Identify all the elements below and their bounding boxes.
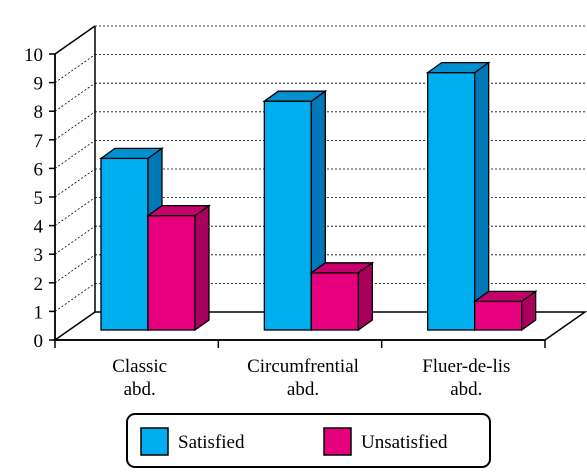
bar-front [147, 214, 196, 331]
gridline-side [54, 25, 96, 55]
bar-side [194, 204, 210, 332]
x-tick-label: abd. [450, 379, 482, 400]
bar-side [474, 61, 490, 332]
bar-top [262, 90, 328, 102]
bar-top [472, 290, 538, 303]
y-tick-label: 2 [34, 274, 44, 295]
y-tick-label: 8 [34, 102, 44, 123]
gridline-side [54, 140, 96, 169]
bar [472, 290, 538, 332]
x-axis-labels: Classicabd.Circumfrentialabd.Fluer-de-li… [54, 340, 546, 400]
gridline-side [54, 111, 96, 141]
bar [262, 89, 328, 332]
y-tick-label: 1 [34, 302, 44, 323]
bar [309, 261, 375, 332]
bar-front [310, 272, 359, 331]
x-tick-label: Fluer-de-lis [422, 356, 510, 377]
legend-swatch [140, 427, 169, 456]
y-tick-label: 7 [34, 131, 44, 152]
legend-box [126, 413, 491, 468]
y-axis-ticks: 0 1 2 3 4 5 6 7 8 9 10 [24, 45, 55, 352]
gridline-side [54, 197, 96, 226]
legend-label: Unsatisfied [361, 432, 448, 453]
gridline-side [54, 283, 96, 312]
y-tick-label: 4 [34, 217, 44, 238]
x-tick-label: Classic [112, 356, 167, 377]
gridline-side [54, 168, 96, 198]
y-tick-label: 10 [24, 45, 43, 66]
legend-swatch [323, 427, 352, 456]
x-tick-label: Circumfrential [247, 356, 359, 377]
bar [425, 61, 491, 332]
y-tick-label: 3 [34, 245, 44, 266]
legend: Satisfied Unsatisfied [126, 413, 491, 468]
gridline-side [54, 225, 96, 255]
bar-top [145, 204, 212, 217]
y-tick-label: 6 [34, 159, 44, 180]
bar-front [100, 157, 149, 331]
bar-top [98, 147, 165, 160]
bar-front [263, 100, 312, 331]
y-tick-label: 9 [34, 74, 44, 95]
bar-front [427, 71, 476, 331]
x-tick-label: abd. [287, 379, 319, 400]
y-tick-label: 0 [34, 331, 44, 352]
gridline-side [54, 54, 96, 83]
bar-top [425, 61, 491, 74]
gridline-side [54, 254, 96, 284]
bar-side [357, 261, 373, 332]
bars [98, 61, 538, 332]
bar-top [309, 262, 375, 274]
gridline-side [54, 82, 96, 112]
bar [145, 204, 212, 332]
legend-label: Satisfied [178, 432, 245, 453]
bar-front [474, 300, 523, 331]
x-tick-label: abd. [124, 379, 156, 400]
y-tick-label: 5 [34, 188, 44, 209]
bar [98, 147, 165, 332]
